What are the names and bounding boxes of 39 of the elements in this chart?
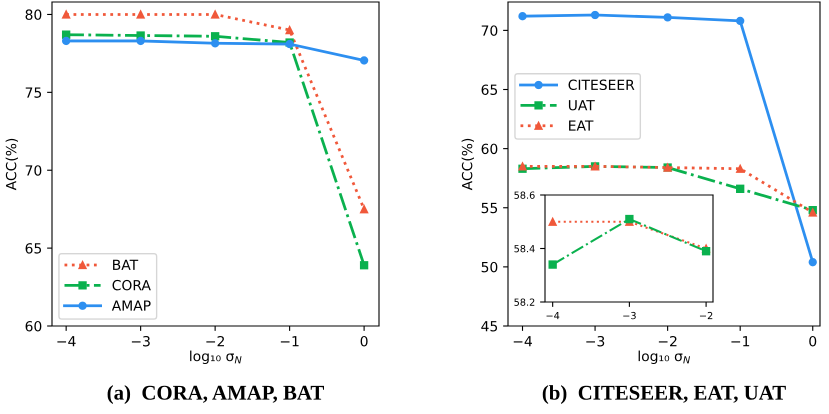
- text: (a) CORA, AMAP, BAT: [108, 385, 324, 404]
- y-tick-label: 75: [26, 87, 42, 98]
- y-tick-label: 80: [26, 9, 42, 20]
- x-tick-label: −4: [57, 336, 76, 346]
- y-tick-label: 50: [482, 262, 498, 272]
- y-tick-label: 55: [482, 202, 498, 214]
- y-tick-label: 45: [481, 321, 498, 332]
- y-tick-label: 65: [26, 243, 42, 254]
- y-axis-title: ACC(%): [6, 138, 18, 190]
- x-tick-label: 0: [360, 336, 368, 346]
- legend-label: EAT: [569, 120, 594, 131]
- legend-label: UAT: [568, 100, 595, 110]
- x-tick-label: 0: [809, 336, 816, 346]
- x-tick-label: −1: [280, 336, 299, 346]
- x-tick-label: −3: [132, 336, 150, 346]
- y-tick-label: 58.4: [514, 244, 535, 252]
- legend-label: CORA: [112, 280, 151, 290]
- y-axis-title: ACC(%): [462, 138, 474, 190]
- y-tick-label: 70: [26, 165, 42, 176]
- y-tick-label: 65: [482, 84, 498, 95]
- x-tick-label: −4: [546, 312, 560, 320]
- y-tick-label: 58.6: [514, 191, 535, 199]
- x-tick-label: −3: [586, 336, 604, 346]
- x-tick-label: −2: [700, 312, 712, 320]
- y-tick-label: 70: [482, 25, 498, 36]
- legend-label: BAT: [113, 260, 138, 270]
- x-axis-title: log₁₀ σ$_{N}$: [190, 350, 242, 364]
- y-tick-label: 58.2: [514, 298, 534, 306]
- x-tick-label: −2: [658, 336, 676, 346]
- text: (b) CITESEER, EAT, UAT: [542, 385, 786, 404]
- y-tick-label: 60: [482, 144, 498, 154]
- x-axis-title: log₁₀ σ$_{N}$: [638, 350, 690, 364]
- x-tick-label: −2: [206, 336, 224, 346]
- legend-label: AMAP: [112, 300, 151, 311]
- x-tick-label: −4: [514, 336, 532, 346]
- x-tick-label: −3: [623, 312, 636, 320]
- y-tick-label: 60: [26, 320, 42, 332]
- x-tick-label: −1: [731, 336, 750, 346]
- legend-label: CITESEER: [568, 80, 634, 90]
